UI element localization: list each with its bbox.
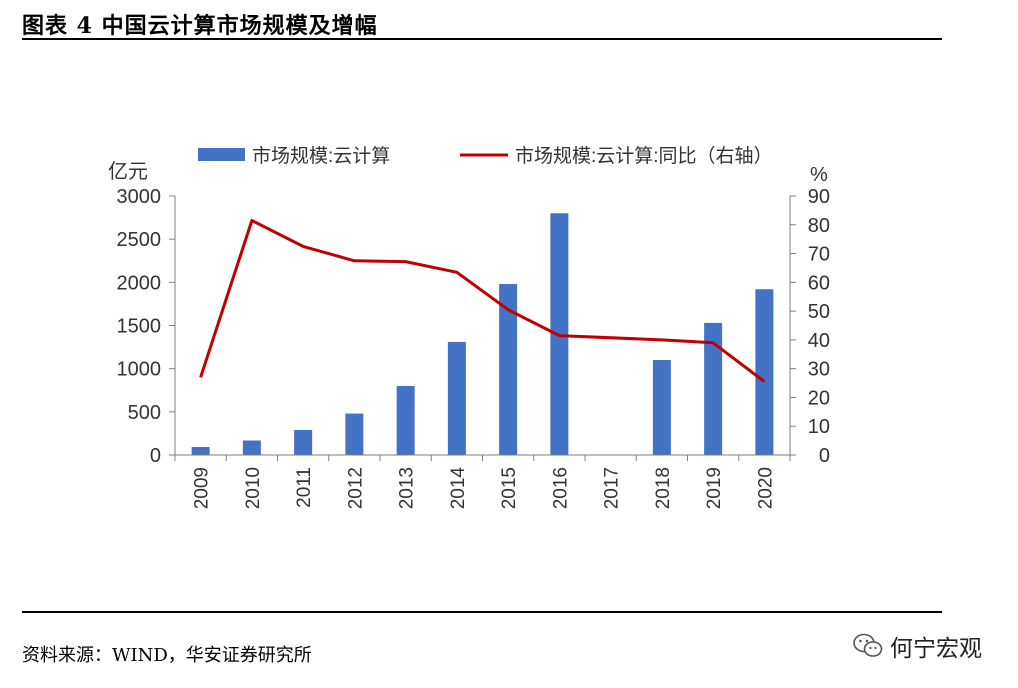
bar [447,341,466,455]
y-tick-label-left: 2500 [117,229,162,251]
y-tick-label-left: 500 [128,402,161,424]
x-tick-label: 2011 [294,467,315,508]
x-tick-label: 2014 [448,467,469,510]
y-tick-label-right: 80 [808,215,830,237]
y-tick-label-right: 20 [808,387,830,409]
y-tick-label-right: 90 [808,186,830,208]
y-tick-label-left: 2000 [117,272,162,294]
x-tick-label: 2013 [397,467,418,509]
brand-name: 何宁宏观 [890,636,982,662]
line-series-yoy [199,219,766,383]
x-tick-label: 2009 [192,467,213,509]
figure-title: 图表 4 中国云计算市场规模及增幅 [22,13,378,39]
x-tick-label: 2020 [755,467,776,509]
bar [396,385,415,455]
bar [242,440,261,455]
y-tick-label-left: 0 [150,445,161,467]
y-tick-label-left: 1000 [117,359,162,381]
legend-label-bar: 市场规模:云计算 [252,145,390,167]
bar [294,429,313,455]
x-tick-label: 2016 [550,467,571,509]
title-rule [22,38,942,40]
x-tick-label: 2019 [704,467,725,509]
y-tick-label-right: 10 [808,416,830,438]
bar [652,360,671,455]
x-tick-label: 2012 [345,467,366,509]
bar [191,447,210,455]
x-tick-label: 2018 [653,467,674,509]
x-tick-label: 2010 [243,467,264,509]
legend-swatch-bar [198,148,245,161]
y-tick-label-left: 3000 [117,186,162,208]
wechat-icon [853,633,883,657]
bar [499,284,518,455]
source-note: 资料来源：WIND，华安证券研究所 [22,645,312,666]
y-tick-label-right: 50 [808,301,830,323]
y-tick-label-right: 40 [808,330,830,352]
x-tick-label: 2017 [602,467,623,509]
x-tick-label: 2015 [499,467,520,509]
y-axis-left-label: 亿元 [108,160,148,183]
bar [755,289,774,455]
source-rule [22,611,942,613]
y-axis-right-label: % [810,164,828,186]
bar [345,413,364,455]
bar [704,322,723,455]
y-tick-label-right: 0 [819,445,830,467]
y-tick-label-left: 1500 [117,316,162,338]
brand: 何宁宏观 [852,630,982,662]
legend-label-line: 市场规模:云计算:同比（右轴） [515,145,773,167]
y-tick-label-right: 30 [808,359,830,381]
y-tick-label-right: 60 [808,272,830,294]
y-tick-label-right: 70 [808,244,830,266]
